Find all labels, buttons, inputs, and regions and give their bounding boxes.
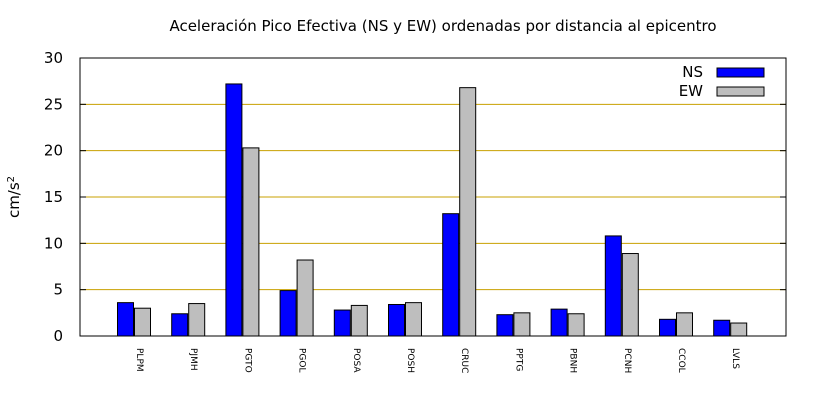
bars bbox=[117, 83, 748, 337]
bar-ew-posh bbox=[405, 302, 422, 337]
bar-ew-pgto bbox=[242, 147, 260, 337]
bar-ns-cruc bbox=[442, 213, 460, 337]
plot-frame bbox=[79, 57, 787, 337]
y-tick-label: 5 bbox=[53, 281, 63, 299]
legend-swatch-ns bbox=[716, 67, 765, 78]
x-tick-label: LVLS bbox=[730, 348, 740, 369]
y-tick-label: 15 bbox=[44, 188, 63, 206]
bar-ns-pgto bbox=[225, 83, 243, 337]
bar-ns-pgol bbox=[279, 290, 297, 337]
y-tick-labels: 0 5 10 15 20 25 30 bbox=[44, 49, 63, 345]
x-tick-label: PGOL bbox=[297, 348, 307, 373]
y-axis-label-unit: cm/s bbox=[5, 182, 23, 218]
bar-ew-plpm bbox=[134, 307, 151, 337]
bar-ew-cruc bbox=[459, 87, 477, 337]
bar-ns-pcnh bbox=[604, 235, 622, 337]
y-tick-label: 10 bbox=[44, 234, 63, 252]
x-tick-labels: PLPM PJMH PGTO PGOL POSA POSH CRUC PPTG PBNH PCNH… bbox=[134, 348, 740, 373]
legend-label-ew: EW bbox=[679, 82, 703, 100]
bar-ew-pjmh bbox=[188, 303, 206, 337]
bar-ew-ccol bbox=[676, 312, 693, 337]
x-tick-label: PPTG bbox=[513, 348, 523, 371]
y-axis-label: cm/s2 bbox=[5, 176, 23, 218]
bar-ns-ccol bbox=[659, 318, 676, 337]
x-tick-label: PJMH bbox=[188, 348, 198, 371]
x-tick-label: PLPM bbox=[134, 348, 144, 372]
legend-swatch-ew bbox=[716, 86, 765, 97]
x-tick-label: PCNH bbox=[622, 348, 632, 373]
bar-ns-plpm bbox=[117, 302, 134, 337]
bar-ns-lvls bbox=[713, 319, 731, 337]
bar-ew-posa bbox=[350, 304, 368, 337]
y-tick-label: 20 bbox=[44, 142, 63, 160]
y-tick-label: 0 bbox=[53, 327, 63, 345]
bar-ew-pptg bbox=[513, 312, 531, 337]
bar-ew-pcnh bbox=[621, 253, 639, 337]
chart-title: Aceleración Pico Efectiva (NS y EW) orde… bbox=[169, 17, 716, 35]
bar-ns-pjmh bbox=[171, 313, 189, 337]
y-axis-label-exponent: 2 bbox=[6, 176, 17, 182]
x-tick-label: POSA bbox=[351, 348, 361, 373]
bar-ew-pbnh bbox=[567, 313, 585, 337]
x-tick-label: CCOL bbox=[676, 348, 686, 373]
bar-ns-posa bbox=[333, 309, 351, 337]
bar-ns-posh bbox=[388, 303, 405, 337]
x-tick-label: CRUC bbox=[459, 348, 469, 373]
x-tick-label: POSH bbox=[405, 348, 415, 373]
bar-ns-pptg bbox=[496, 314, 514, 337]
legend-label-ns: NS bbox=[682, 63, 703, 81]
bar-ew-pgol bbox=[296, 259, 314, 337]
y-tick-label: 25 bbox=[44, 95, 63, 113]
x-tick-label: PBNH bbox=[568, 348, 578, 373]
x-tick-label: PGTO bbox=[242, 348, 252, 373]
y-tick-label: 30 bbox=[44, 49, 63, 67]
bar-ew-lvls bbox=[730, 322, 748, 337]
grid-lines bbox=[80, 57, 786, 337]
bar-ns-pbnh bbox=[550, 308, 568, 337]
